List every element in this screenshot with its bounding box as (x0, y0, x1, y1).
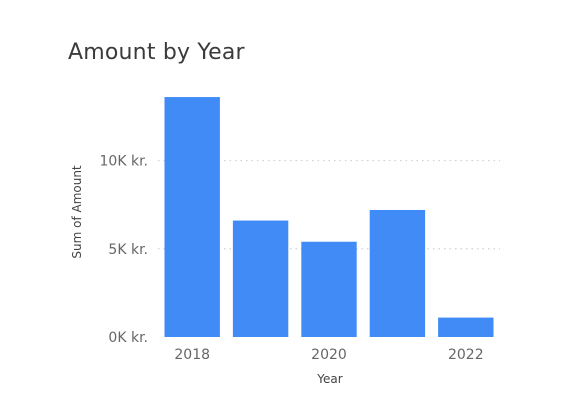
y-axis-ticks: 0K kr. 5K kr. 10K kr. (100, 154, 148, 346)
y-axis-title: Sum of Amount (70, 165, 84, 259)
x-tick-label: 2022 (448, 347, 484, 363)
x-axis-ticks: 2018 2020 2022 (174, 347, 483, 363)
x-tick-label: 2018 (174, 347, 210, 363)
x-tick-label: 2020 (311, 347, 347, 363)
x-axis-title: Year (316, 372, 342, 386)
y-tick-label: 10K kr. (100, 154, 148, 170)
y-tick-label: 5K kr. (108, 242, 148, 258)
bar-2021[interactable] (369, 209, 426, 337)
bar-2018[interactable] (164, 97, 220, 337)
bar-2020[interactable] (301, 241, 357, 337)
y-tick-label: 0K kr. (108, 330, 148, 346)
chart-title: Amount by Year (68, 40, 245, 65)
bars (164, 97, 494, 337)
bar-2019[interactable] (232, 220, 289, 337)
bar-2022[interactable] (438, 317, 494, 337)
